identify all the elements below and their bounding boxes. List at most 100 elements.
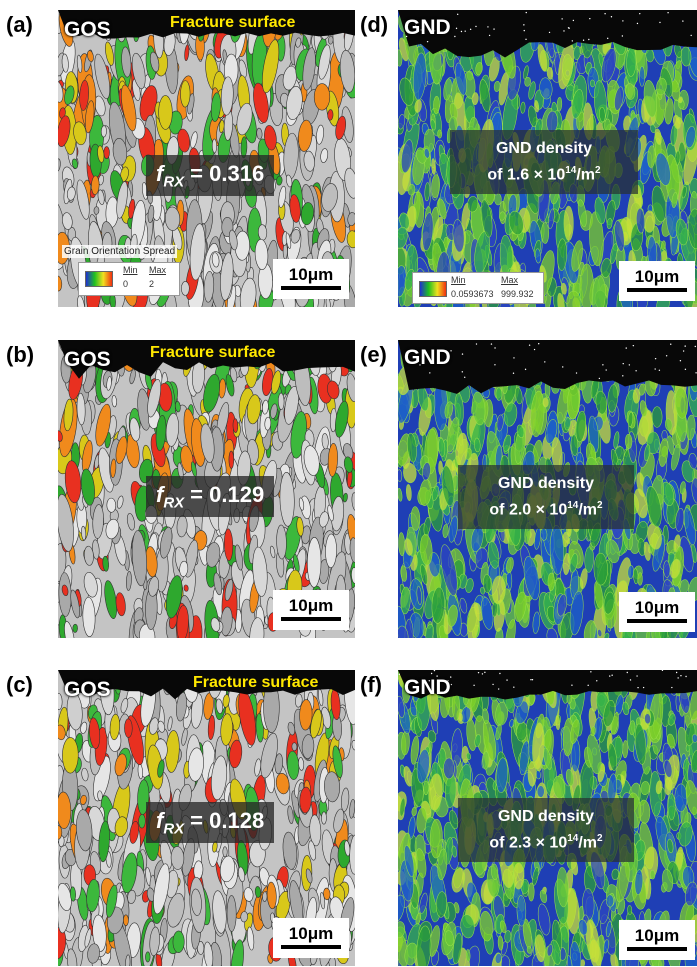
speck — [637, 23, 638, 24]
speck — [473, 685, 474, 686]
grain — [633, 388, 640, 403]
scale-bar: 10μm — [273, 590, 349, 630]
speck — [561, 18, 562, 19]
legend-title: Grain Orientation Spread — [62, 245, 177, 258]
speck — [611, 16, 612, 17]
panel-image: GOSFracture surfacefRX= 0.12810μm — [58, 670, 355, 966]
speck — [671, 687, 672, 688]
legend-max: 2 — [149, 279, 154, 289]
scale-bar: 10μm — [619, 261, 695, 301]
speck — [454, 36, 455, 37]
legend-max-label: Max — [149, 265, 166, 275]
grain — [663, 561, 670, 578]
grain — [94, 206, 100, 214]
legend-max-label: Max — [501, 275, 518, 285]
speck — [602, 364, 603, 365]
grain — [73, 624, 78, 632]
speck — [677, 677, 678, 678]
grain — [97, 791, 102, 801]
grain — [627, 905, 632, 915]
speck — [605, 369, 606, 370]
speck — [429, 372, 430, 373]
speck — [513, 686, 514, 687]
speck — [685, 676, 686, 677]
grain — [580, 264, 594, 307]
legend-min-label: Min — [451, 275, 466, 285]
map-label: GOS — [64, 678, 111, 702]
density-exponent: 14 — [567, 833, 578, 844]
speck — [465, 30, 466, 31]
scale-bar-label: 10μm — [281, 924, 341, 949]
legend-min-label: Min — [123, 265, 138, 275]
grain — [557, 97, 562, 111]
speck — [633, 345, 634, 346]
speck — [492, 684, 493, 685]
speck — [506, 679, 507, 680]
density-title: GND density — [472, 473, 620, 495]
speck — [622, 375, 623, 376]
speck — [588, 39, 589, 40]
speck — [587, 685, 588, 686]
speck — [544, 361, 545, 362]
speck — [431, 673, 432, 674]
annotation: Fracture surface — [150, 344, 275, 362]
grain — [692, 734, 697, 743]
speck — [464, 377, 465, 378]
speck — [462, 353, 463, 354]
speck — [690, 35, 691, 36]
speck — [498, 688, 499, 689]
legend: MinMax0.0593673999.932 — [412, 272, 544, 304]
panel-image: GNDGND densityof 2.3 × 1014/m210μm — [398, 670, 697, 966]
grain — [639, 66, 644, 86]
speck — [654, 368, 655, 369]
annotation: Fracture surface — [193, 674, 318, 692]
grain — [173, 931, 184, 953]
density-exponent: 14 — [565, 165, 576, 176]
map-label: GND — [404, 346, 451, 370]
density-label: GND densityof 1.6 × 1014/m2 — [450, 130, 638, 194]
speck — [629, 364, 630, 365]
speck — [562, 366, 563, 367]
speck — [667, 12, 668, 13]
grain — [528, 883, 534, 901]
speck — [695, 346, 696, 347]
speck — [636, 675, 637, 676]
grain — [325, 534, 337, 568]
grain — [292, 743, 297, 751]
grain — [123, 915, 128, 926]
grain — [278, 393, 284, 410]
speck — [487, 26, 488, 27]
grain — [644, 713, 651, 724]
speck — [607, 38, 608, 39]
scale-bar-label: 10μm — [627, 598, 687, 623]
annotation: Fracture surface — [170, 14, 295, 32]
speck — [599, 378, 600, 379]
speck — [622, 35, 623, 36]
speck — [611, 675, 612, 676]
f-value: = 0.128 — [190, 808, 264, 833]
speck — [476, 343, 477, 344]
grain — [437, 130, 441, 139]
speck — [639, 13, 640, 14]
grain — [181, 281, 189, 295]
speck — [568, 28, 569, 29]
speck — [596, 680, 597, 681]
speck — [457, 14, 458, 15]
panel-label: (f) — [360, 672, 382, 698]
grain — [159, 95, 173, 129]
grain — [638, 573, 643, 586]
grain — [474, 438, 481, 452]
grain — [321, 812, 326, 824]
density-unit-exponent: 2 — [597, 500, 603, 511]
grain — [423, 781, 428, 795]
f-value: = 0.316 — [190, 161, 264, 186]
speck — [573, 20, 574, 21]
speck — [659, 22, 660, 23]
speck — [630, 679, 631, 680]
grain — [180, 81, 190, 108]
grain — [541, 222, 549, 243]
f-subscript: RX — [163, 820, 184, 837]
density-label: GND densityof 2.0 × 1014/m2 — [458, 465, 634, 529]
scale-bar-label: 10μm — [627, 267, 687, 292]
speck — [676, 672, 677, 673]
